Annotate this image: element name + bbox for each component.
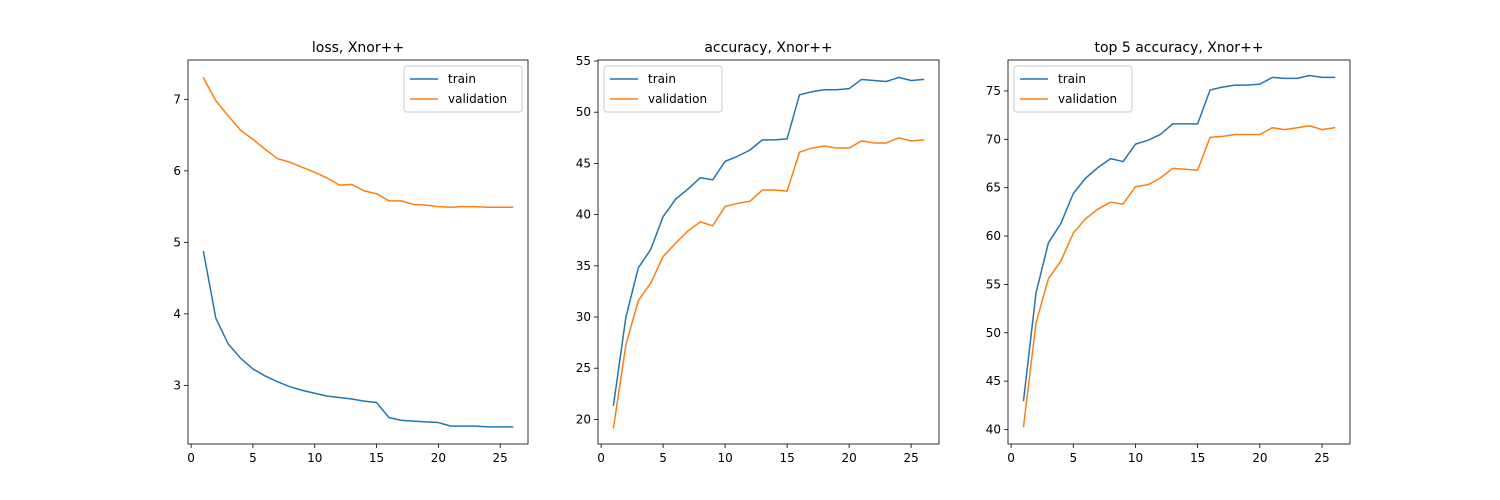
y-tick-label: 50 [576,105,591,119]
axes-frame [597,59,940,445]
x-tick-label: 25 [903,451,918,465]
y-tick-label: 70 [986,132,1001,146]
y-tick-label: 5 [173,235,181,249]
legend: train validation [603,65,723,113]
x-tick-label: 20 [841,451,856,465]
series-line-validation [202,76,514,209]
x-tick-label: 5 [249,451,257,465]
y-tick-label: 55 [576,54,591,68]
chart-title: accuracy, Xnor++ [704,40,832,56]
y-tick-label: 3 [173,378,181,392]
chart-title: top 5 accuracy, Xnor++ [1094,40,1263,56]
chart-panel-2: accuracy, Xnor++ 0 5 10 15 20 25 20 25 30 35 40 45 50… [576,40,940,465]
y-tick-label: 55 [986,277,1001,291]
x-tick-label: 10 [1128,451,1143,465]
series-line-train [612,76,925,406]
y-tick-label: 40 [986,422,1001,436]
legend-label-validation: validation [1058,92,1117,106]
legend-label-validation: validation [448,92,507,106]
legend: train validation [1013,65,1133,113]
series-line-validation [1022,125,1336,428]
y-tick-label: 35 [576,259,591,273]
y-tick-label: 20 [576,412,591,426]
chart-panel-3: top 5 accuracy, Xnor++ 0 5 10 15 20 25 40 45 50 55… [986,40,1351,465]
x-tick-label: 15 [1190,451,1205,465]
legend: train validation [403,65,523,113]
x-tick-label: 20 [1252,451,1267,465]
y-tick-label: 60 [986,229,1001,243]
y-tick-label: 4 [173,307,181,321]
chart-title: loss, Xnor++ [312,40,404,56]
legend-box [603,65,723,113]
y-tick-label: 75 [986,84,1001,98]
x-tick-label: 10 [717,451,732,465]
x-tick-label: 10 [307,451,322,465]
y-tick-label: 45 [576,156,591,170]
y-tick-label: 6 [173,164,181,178]
y-tick-label: 45 [986,374,1001,388]
x-tick-label: 25 [493,451,508,465]
legend-label-validation: validation [648,92,707,106]
x-tick-label: 25 [1314,451,1329,465]
x-tick-label: 15 [369,451,384,465]
x-tick-label: 5 [1069,451,1077,465]
y-tick-label: 25 [576,361,591,375]
chart-panel-1: loss, Xnor++ 0 5 10 15 20 25 3 4 5 6 7 train validati… [173,40,529,465]
series-line-validation [612,137,925,429]
y-tick-label: 50 [986,326,1001,340]
x-tick-label: 15 [779,451,794,465]
y-tick-label: 40 [576,208,591,222]
x-tick-label: 20 [431,451,446,465]
legend-label-train: train [448,72,476,86]
x-tick-label: 0 [597,451,605,465]
legend-box [403,65,523,113]
series-line-train [1022,74,1336,402]
y-tick-label: 7 [173,92,181,106]
legend-label-train: train [648,72,676,86]
y-tick-label: 30 [576,310,591,324]
legend-label-train: train [1058,72,1086,86]
x-tick-label: 0 [1007,451,1015,465]
y-tick-label: 65 [986,181,1001,195]
legend-box [1013,65,1133,113]
series-line-train [202,250,514,428]
x-tick-label: 5 [659,451,667,465]
axes-frame [1007,59,1351,445]
x-tick-label: 0 [187,451,195,465]
axes-frame [187,59,529,445]
